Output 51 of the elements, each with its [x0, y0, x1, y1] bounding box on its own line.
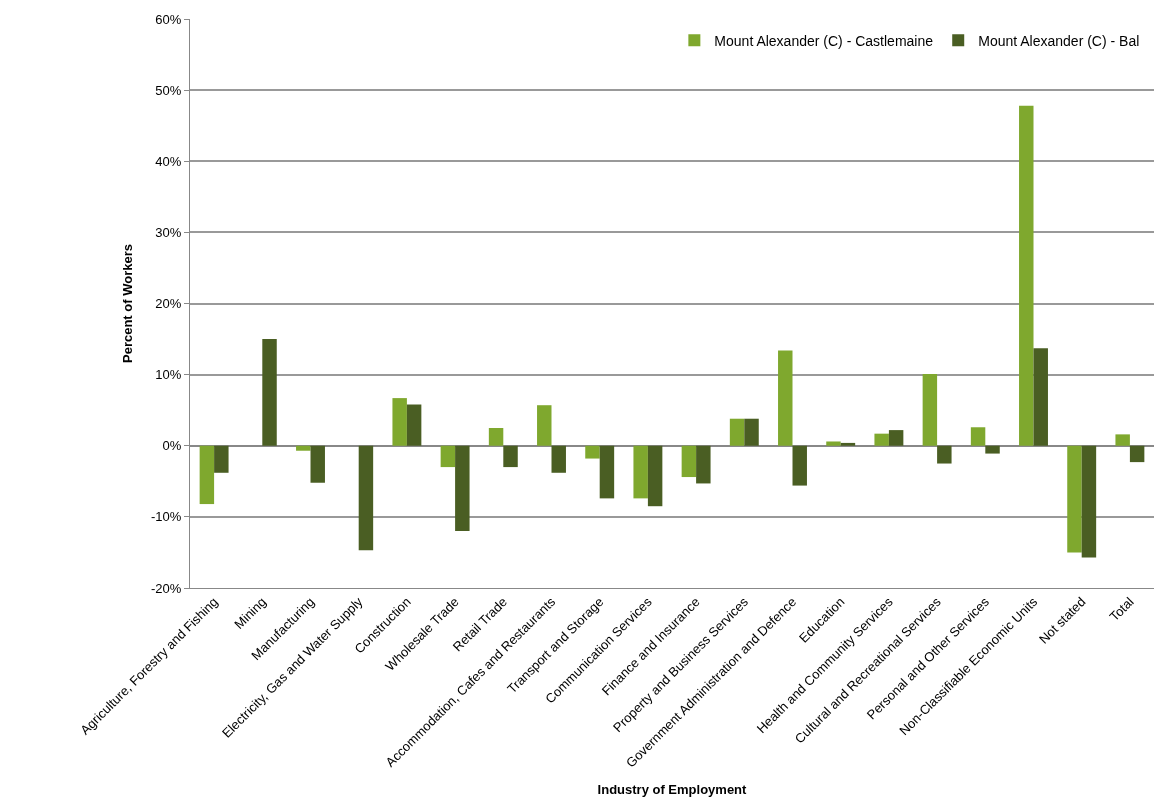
- y-axis-title: Percent of Workers: [119, 244, 135, 363]
- bar: [392, 398, 407, 446]
- bar: [455, 445, 470, 532]
- bar: [296, 445, 311, 451]
- bar: [937, 445, 952, 464]
- bar: [826, 441, 841, 446]
- bar: [1129, 445, 1145, 463]
- bar: [214, 445, 229, 473]
- y-tick-label: 20%: [155, 296, 182, 312]
- bar: [985, 445, 1000, 454]
- bar: [970, 427, 986, 446]
- bar: [696, 445, 711, 484]
- bar: [840, 442, 856, 446]
- x-axis-title: Industry of Employment: [597, 781, 748, 797]
- legend-label: Mount Alexander (C) - Bal: [978, 32, 1140, 49]
- bar: [778, 350, 793, 446]
- bar: [1115, 434, 1130, 446]
- y-tick-label: 30%: [155, 224, 182, 240]
- y-tick-label: 0%: [162, 438, 182, 454]
- bar: [922, 373, 938, 446]
- bar: [874, 433, 889, 446]
- bar: [647, 445, 663, 507]
- bar: [633, 445, 648, 499]
- bar: [1067, 445, 1082, 553]
- bar: [358, 445, 374, 551]
- bar: [440, 445, 456, 468]
- bar: [681, 445, 697, 478]
- bar: [406, 404, 422, 446]
- y-tick-label: 10%: [155, 367, 182, 383]
- bar: [1033, 348, 1048, 446]
- bar: [599, 445, 615, 499]
- y-tick-label: -20%: [151, 580, 182, 596]
- bar: [551, 445, 566, 473]
- bar: [503, 445, 518, 468]
- bar: [488, 427, 504, 446]
- legend-label: Mount Alexander (C) - Castlemaine: [714, 32, 934, 49]
- bar: [729, 418, 745, 446]
- bar: [310, 445, 325, 483]
- y-tick-label: 40%: [155, 153, 182, 169]
- bar: [792, 445, 807, 486]
- bar: [585, 445, 600, 459]
- bar: [744, 418, 759, 446]
- bar: [888, 430, 904, 446]
- bar: [537, 405, 552, 446]
- y-tick-label: -10%: [151, 509, 182, 525]
- bar: [199, 445, 215, 505]
- bar: [1019, 105, 1034, 446]
- y-tick-label: 50%: [155, 82, 182, 98]
- y-tick-label: 60%: [155, 11, 182, 27]
- bar: [262, 339, 277, 446]
- bar: [1081, 445, 1097, 558]
